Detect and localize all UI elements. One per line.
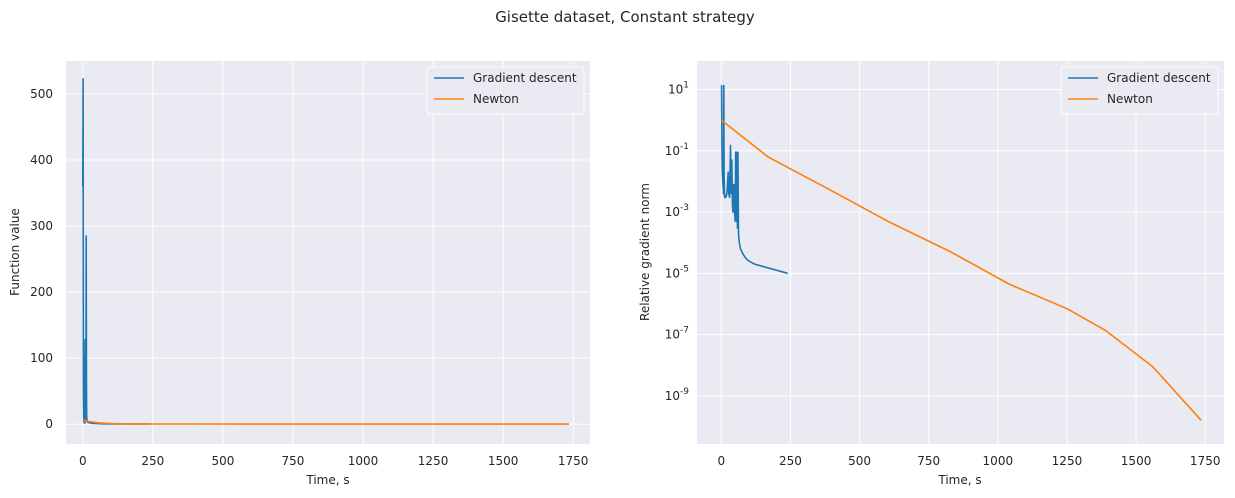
y-tick-label: 100 [30, 351, 53, 365]
figure-suptitle: Gisette dataset, Constant strategy [495, 8, 755, 26]
left-plot-x-label: Time, s [305, 473, 349, 487]
x-tick-label: 1750 [558, 454, 589, 468]
x-tick-label: 1000 [348, 454, 379, 468]
y-tick-exponent: 1 [683, 80, 689, 90]
x-tick-label: 750 [917, 454, 940, 468]
left-plot-background [66, 61, 590, 444]
left-legend-label-newton: Newton [473, 92, 519, 106]
left-plot-y-label: Function value [8, 208, 22, 296]
y-tick-exponent: -9 [680, 387, 689, 397]
y-tick-base: 10 [665, 144, 680, 158]
y-tick-base: 10 [668, 82, 683, 96]
series-line-gradient-descent [720, 84, 788, 275]
x-tick-label: 250 [779, 454, 802, 468]
left-plot: 0 250 500 750 1000 1250 1500 1750 0 100 200 300 400… [8, 61, 590, 487]
right-plot-legend-box [1060, 66, 1219, 115]
left-legend-label-gradient-descent: Gradient descent [473, 71, 577, 85]
right-plot-lines [720, 84, 1202, 421]
y-tick-base: 10 [665, 266, 680, 280]
x-tick-label: 500 [848, 454, 871, 468]
right-legend-label-gradient-descent: Gradient descent [1107, 71, 1211, 85]
right-plot-legend: Gradient descent Newton [1060, 66, 1219, 115]
y-tick-exponent: -1 [680, 142, 689, 152]
x-tick-label: 750 [282, 454, 305, 468]
y-tick-label: 101 [668, 80, 689, 96]
right-plot-x-label: Time, s [937, 473, 981, 487]
x-tick-label: 0 [79, 454, 87, 468]
y-tick-base: 10 [665, 389, 680, 403]
y-tick-label: 0 [45, 417, 53, 431]
y-tick-exponent: -5 [680, 264, 689, 274]
x-tick-label: 1500 [1121, 454, 1152, 468]
y-tick-label: 300 [30, 219, 53, 233]
y-tick-exponent: -3 [680, 203, 689, 213]
y-tick-label: 200 [30, 285, 53, 299]
y-tick-label: 10-1 [665, 142, 689, 158]
x-tick-label: 1750 [1190, 454, 1221, 468]
y-tick-base: 10 [665, 328, 680, 342]
right-legend-label-newton: Newton [1107, 92, 1153, 106]
y-tick-label: 10-3 [665, 203, 689, 219]
series-line-newton [720, 119, 1202, 421]
left-plot-legend: Gradient descent Newton [426, 66, 585, 115]
right-plot-y-label: Relative gradient norm [638, 183, 652, 321]
x-tick-label: 250 [141, 454, 164, 468]
y-tick-base: 10 [665, 205, 680, 219]
x-tick-label: 0 [718, 454, 726, 468]
y-tick-label: 10-9 [665, 387, 690, 403]
left-plot-x-ticks: 0 250 500 750 1000 1250 1500 1750 [79, 454, 588, 468]
right-plot: 0 250 500 750 1000 1250 1500 1750 10110-110-310… [638, 61, 1224, 487]
left-plot-legend-box [426, 66, 585, 115]
x-tick-label: 500 [211, 454, 234, 468]
y-tick-label: 500 [30, 87, 53, 101]
right-plot-x-ticks: 0 250 500 750 1000 1250 1500 1750 [718, 454, 1221, 468]
y-tick-exponent: -7 [680, 326, 689, 336]
x-tick-label: 1250 [418, 454, 449, 468]
x-tick-label: 1000 [983, 454, 1014, 468]
right-plot-grid [697, 61, 1224, 444]
x-tick-label: 1250 [1052, 454, 1083, 468]
left-plot-y-ticks: 0 100 200 300 400 500 [30, 87, 53, 431]
y-tick-label: 400 [30, 153, 53, 167]
y-tick-label: 10-5 [665, 264, 689, 280]
right-plot-background [697, 61, 1224, 444]
x-tick-label: 1500 [488, 454, 519, 468]
left-plot-lines [82, 78, 569, 425]
y-tick-label: 10-7 [665, 326, 689, 342]
series-line-newton [82, 418, 569, 425]
